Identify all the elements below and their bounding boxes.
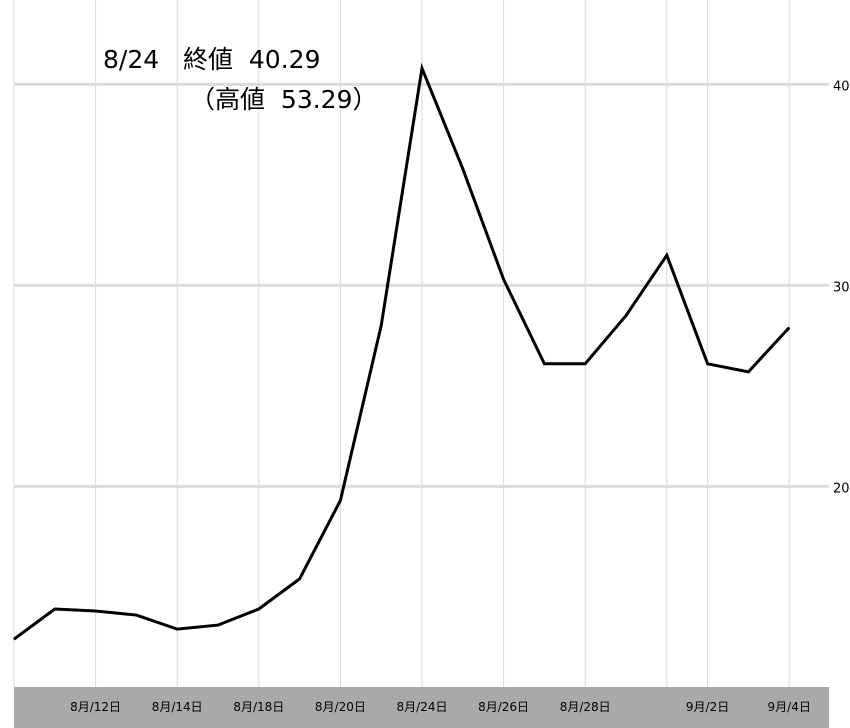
data-point xyxy=(543,363,545,365)
x-tick-label: 8月/18日 xyxy=(233,700,284,714)
y-tick-label: 40 xyxy=(833,79,850,94)
x-tick-labels: 8月/12日 8月/14日 8月/18日 8月/20日 8月/24日 8月/26日 8月/2… xyxy=(70,700,811,714)
x-tick-label: 9月/4日 xyxy=(768,700,811,714)
data-point xyxy=(584,363,586,365)
close-date: 8/24 xyxy=(103,45,160,74)
horizontal-grid xyxy=(14,82,829,488)
close-annotation: 8/24 終値 40.29 xyxy=(103,40,320,76)
data-point xyxy=(258,608,260,610)
series-polyline xyxy=(13,62,791,641)
data-point xyxy=(788,327,790,329)
x-tick-label: 8月/24日 xyxy=(397,700,448,714)
x-tick-label: 8月/28日 xyxy=(560,700,611,714)
data-point xyxy=(54,608,56,610)
vertical-grid xyxy=(13,0,790,687)
x-axis-band xyxy=(14,687,829,728)
data-point xyxy=(503,278,505,280)
y-tick-label: 30 xyxy=(833,280,850,295)
close-label: 終値 xyxy=(182,45,233,74)
data-point xyxy=(747,371,749,373)
y-tick-labels: 20 30 40 xyxy=(833,79,850,496)
data-point xyxy=(176,628,178,630)
data-point xyxy=(625,315,627,317)
data-point xyxy=(217,624,219,626)
x-tick-label: 9月/2日 xyxy=(686,700,729,714)
close-value: 40.29 xyxy=(248,45,321,74)
data-point xyxy=(666,254,668,256)
series-line xyxy=(13,62,791,641)
data-point xyxy=(95,610,97,612)
data-point xyxy=(707,363,709,365)
y-tick-label: 20 xyxy=(833,481,850,496)
data-point xyxy=(13,638,15,640)
data-point xyxy=(135,614,137,616)
x-tick-label: 8月/20日 xyxy=(315,700,366,714)
high-annotation: （高値 53.29） xyxy=(190,80,378,116)
x-tick-label: 8月/26日 xyxy=(478,700,529,714)
data-point xyxy=(380,325,382,327)
x-tick-label: 8月/12日 xyxy=(70,700,121,714)
data-point xyxy=(339,499,341,501)
data-point xyxy=(421,67,423,69)
data-point xyxy=(299,578,301,580)
x-tick-label: 8月/14日 xyxy=(152,700,203,714)
high-value: 53.29） xyxy=(280,85,378,114)
high-label: （高値 xyxy=(190,85,266,114)
data-point xyxy=(462,168,464,170)
